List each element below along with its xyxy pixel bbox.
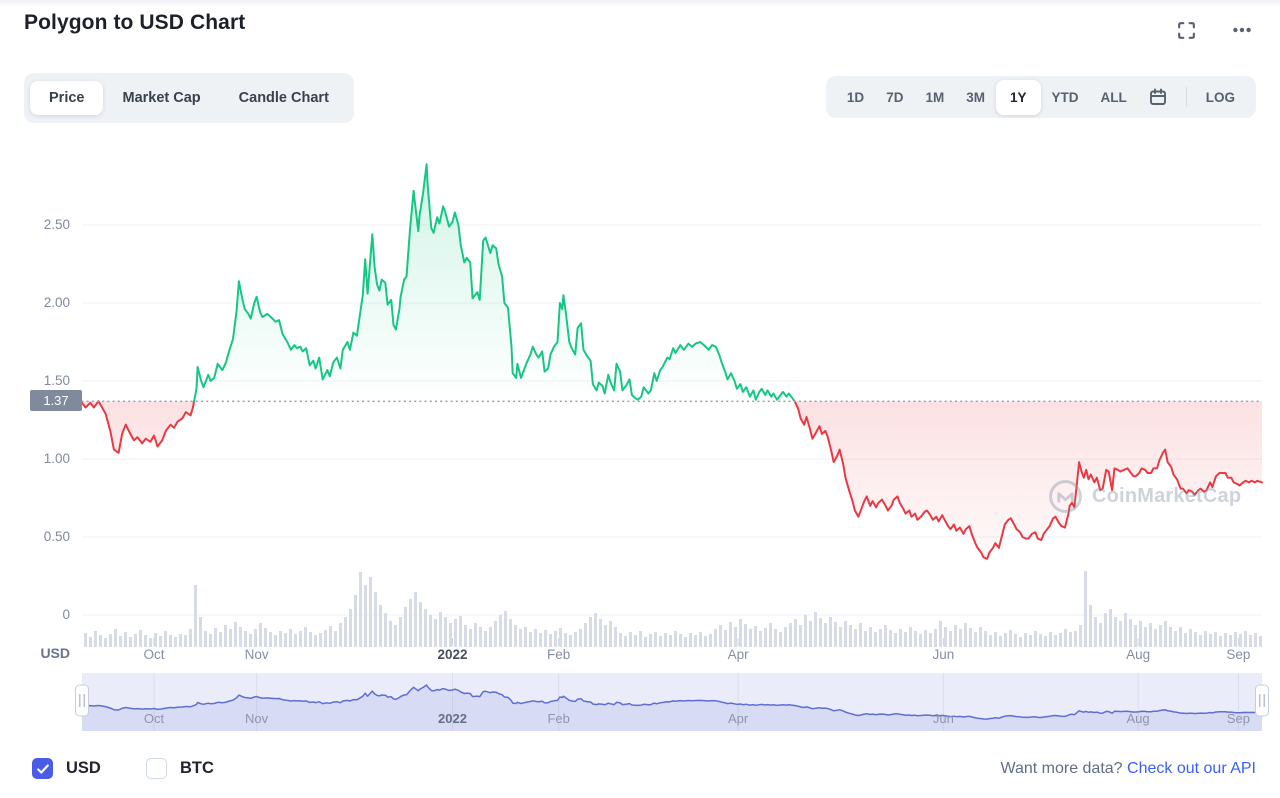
api-promo: Want more data? Check out our API xyxy=(1000,760,1256,778)
range-1d-button[interactable]: 1D xyxy=(846,89,865,105)
y-axis-label: 2.00 xyxy=(43,295,70,310)
btc-label: BTC xyxy=(180,759,214,777)
y-axis-unit: USD xyxy=(40,645,70,661)
navigator[interactable] xyxy=(75,673,1269,731)
tab-market-cap[interactable]: Market Cap xyxy=(122,90,201,106)
x-axis-label: Nov xyxy=(244,647,269,662)
btc-checkbox-unchecked[interactable] xyxy=(146,758,167,779)
calendar-icon[interactable] xyxy=(1138,83,1178,111)
navigator-axis-label: Nov xyxy=(245,711,269,726)
coinmarketcap-logo-icon xyxy=(1049,480,1082,513)
navigator-axis-label: Sep xyxy=(1226,711,1250,726)
y-axis-label: 1.00 xyxy=(43,451,70,466)
navigator-left-handle[interactable] xyxy=(75,684,89,717)
watermark: CoinMarketCap xyxy=(1048,479,1241,514)
api-link[interactable]: Check out our API xyxy=(1127,760,1256,777)
watermark-text: CoinMarketCap xyxy=(1092,485,1242,507)
volume-bars xyxy=(84,571,1262,647)
range-1m-button[interactable]: 1M xyxy=(925,89,945,105)
navigator-right-handle[interactable] xyxy=(1255,684,1269,717)
navigator-axis-label: 2022 xyxy=(438,711,467,726)
btc-toggle[interactable]: BTC xyxy=(146,758,214,779)
check-icon xyxy=(36,763,49,774)
usd-checkbox-checked[interactable] xyxy=(32,758,53,779)
api-prompt-text: Want more data? xyxy=(1000,760,1123,777)
header-actions xyxy=(1174,18,1254,42)
x-axis-label: Sep xyxy=(1226,647,1251,662)
x-axis-label: 2022 xyxy=(437,647,468,662)
x-axis-label: Apr xyxy=(727,647,749,662)
range-all-button[interactable]: ALL xyxy=(1100,89,1127,105)
tab-candle-chart[interactable]: Candle Chart xyxy=(238,90,329,106)
usd-label: USD xyxy=(66,759,101,777)
y-axis-label: 0 xyxy=(62,607,70,622)
currency-toggle-row: USD BTC Want more data? Check out our AP… xyxy=(0,750,1280,790)
navigator-axis-label: Oct xyxy=(143,711,165,726)
navigator-axis-label: Feb xyxy=(547,711,570,726)
tab-price[interactable]: Price xyxy=(30,81,104,115)
range-7d-button[interactable]: 7D xyxy=(886,89,904,105)
navigator-axis-label: Aug xyxy=(1126,711,1150,726)
y-axis-label: 2.50 xyxy=(43,217,70,232)
time-range-toolbar: 1D 7D 1M 3M 1Y YTD ALL LOG xyxy=(825,76,1256,118)
fullscreen-icon[interactable] xyxy=(1174,18,1198,42)
log-scale-button[interactable]: LOG xyxy=(1205,89,1235,105)
time-range-buttons: 1D 7D 1M 3M 1Y YTD ALL xyxy=(836,79,1138,115)
y-axis-label: 1.50 xyxy=(43,373,70,388)
x-axis-label: Oct xyxy=(143,647,165,662)
x-axis-label: Jun xyxy=(932,647,955,662)
navigator-axis-label: Apr xyxy=(727,711,749,726)
y-axis-label: 0.50 xyxy=(43,529,70,544)
more-options-icon[interactable] xyxy=(1230,18,1254,42)
range-1y-button[interactable]: 1Y xyxy=(995,79,1041,115)
navigator-axis-label: Jun xyxy=(932,711,954,726)
reference-price-badge: 1.37 xyxy=(30,390,82,411)
range-3m-button[interactable]: 3M xyxy=(966,89,985,105)
toolbar-divider xyxy=(1185,87,1187,107)
x-axis-label: Aug xyxy=(1126,647,1151,662)
usd-toggle[interactable]: USD xyxy=(32,758,101,779)
top-divider xyxy=(0,0,1280,7)
chart-type-tabs: Price Market Cap Candle Chart xyxy=(24,73,354,123)
page-title: Polygon to USD Chart xyxy=(24,11,246,34)
x-axis-label: Feb xyxy=(547,647,571,662)
range-ytd-button[interactable]: YTD xyxy=(1051,89,1079,105)
